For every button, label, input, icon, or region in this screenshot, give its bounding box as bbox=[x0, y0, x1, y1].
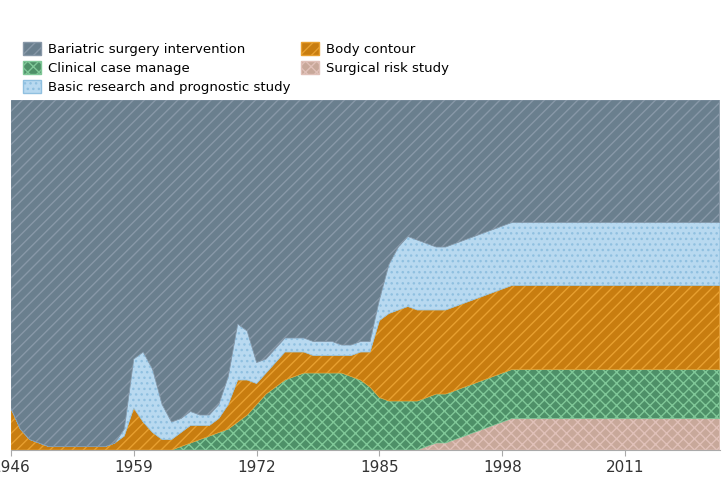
Legend: Bariatric surgery intervention, Clinical case manage, Basic research and prognos: Bariatric surgery intervention, Clinical… bbox=[17, 36, 454, 99]
